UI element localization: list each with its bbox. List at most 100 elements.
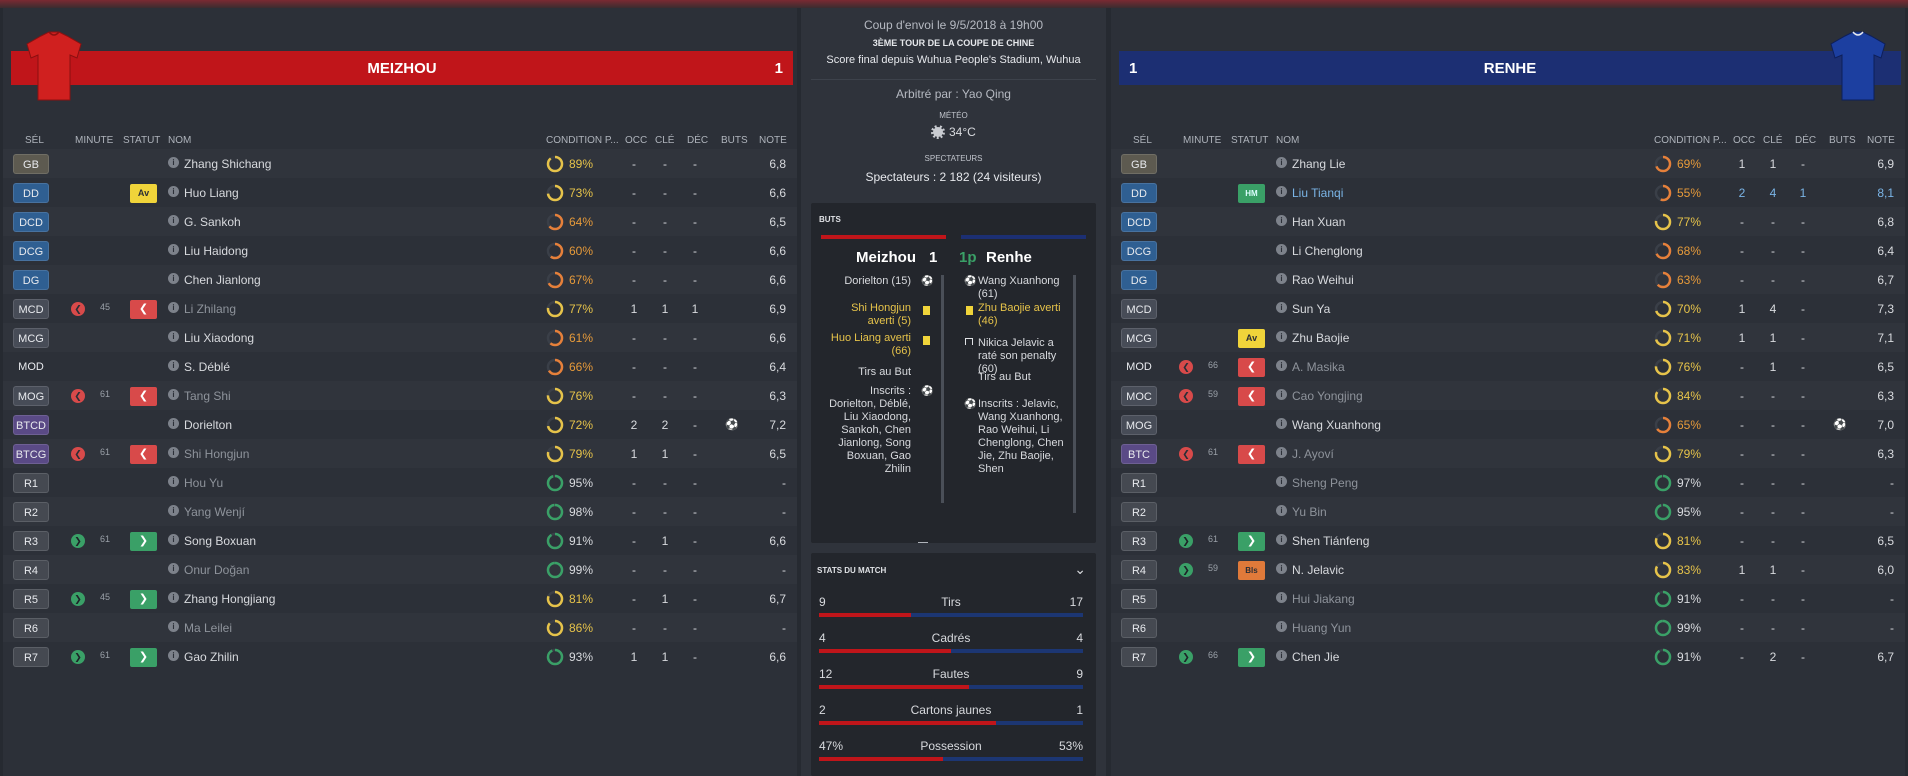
position-badge[interactable]: R6: [13, 618, 49, 638]
player-name[interactable]: Cao Yongjing: [1292, 389, 1363, 403]
position-badge[interactable]: R4: [1121, 560, 1157, 580]
position-badge[interactable]: DD: [1121, 183, 1157, 203]
player-name[interactable]: Hui Jiakang: [1292, 592, 1355, 606]
info-icon[interactable]: i: [168, 621, 179, 632]
info-icon[interactable]: i: [1276, 215, 1287, 226]
table-row[interactable]: R5 i Hui Jiakang 91% - - - -: [1111, 584, 1905, 613]
table-row[interactable]: BTCD i Dorielton 72% 2 2 - ⚽ 7,2: [3, 410, 797, 439]
player-name[interactable]: Huang Yun: [1292, 621, 1352, 635]
player-name[interactable]: Li Chenglong: [1292, 244, 1363, 258]
column-header-8[interactable]: BUTS: [1829, 135, 1856, 146]
column-header-3[interactable]: NOM: [1276, 135, 1300, 146]
player-name[interactable]: A. Masika: [1292, 360, 1345, 374]
position-badge[interactable]: GB: [1121, 154, 1157, 174]
position-badge[interactable]: MCG: [13, 328, 49, 348]
table-row[interactable]: R7 ❯ 66 ❯ i Chen Jie 91% - 2 - 6,7: [1111, 642, 1905, 671]
info-icon[interactable]: i: [168, 650, 179, 661]
info-icon[interactable]: i: [1276, 621, 1287, 632]
info-icon[interactable]: i: [168, 476, 179, 487]
player-name[interactable]: Yu Bin: [1292, 505, 1327, 519]
player-name[interactable]: S. Déblé: [184, 360, 231, 374]
table-row[interactable]: R3 ❯ 61 ❯ i Song Boxuan 91% - 1 - 6,6: [3, 526, 797, 555]
table-row[interactable]: R3 ❯ 61 ❯ i Shen Tiánfeng 81% - - - 6,5: [1111, 526, 1905, 555]
player-name[interactable]: Zhang Shichang: [184, 157, 272, 171]
position-badge[interactable]: MOG: [13, 386, 49, 406]
position-badge[interactable]: BTCG: [13, 444, 49, 464]
table-row[interactable]: R4 i Onur Doğan 99% - - - -: [3, 555, 797, 584]
info-icon[interactable]: i: [168, 563, 179, 574]
table-row[interactable]: DCG i Liu Haidong 60% - - - 6,6: [3, 236, 797, 265]
player-name[interactable]: Sheng Peng: [1292, 476, 1359, 490]
info-icon[interactable]: i: [168, 505, 179, 516]
info-icon[interactable]: i: [1276, 650, 1287, 661]
column-header-0[interactable]: SÉL: [1133, 135, 1152, 146]
table-row[interactable]: R2 i Yu Bin 95% - - - -: [1111, 497, 1905, 526]
column-header-5[interactable]: OCC: [625, 135, 648, 146]
table-row[interactable]: MCG i Liu Xiaodong 61% - - - 6,6: [3, 323, 797, 352]
player-name[interactable]: Song Boxuan: [184, 534, 257, 548]
position-badge[interactable]: BTC: [1121, 444, 1157, 464]
position-badge[interactable]: MOD: [18, 361, 44, 373]
position-badge[interactable]: R5: [1121, 589, 1157, 609]
player-name[interactable]: Zhu Baojie: [1292, 331, 1350, 345]
player-name[interactable]: Onur Doğan: [184, 563, 250, 577]
player-name[interactable]: Rao Weihui: [1292, 273, 1354, 287]
away-team-name[interactable]: RENHE: [1483, 60, 1537, 77]
table-row[interactable]: MOD ❮ 66 ❮ i A. Masika 76% - 1 - 6,5: [1111, 352, 1905, 381]
table-row[interactable]: MOG i Wang Xuanhong 65% - - - ⚽ 7,0: [1111, 410, 1905, 439]
player-name[interactable]: Chen Jianlong: [184, 273, 261, 287]
player-name[interactable]: Shen Tiánfeng: [1292, 534, 1370, 548]
player-name[interactable]: G. Sankoh: [184, 215, 241, 229]
player-name[interactable]: Zhang Hongjiang: [184, 592, 276, 606]
info-icon[interactable]: i: [168, 418, 179, 429]
home-team-name[interactable]: MEIZHOU: [367, 60, 437, 77]
table-row[interactable]: R4 ❯ 59 Bls i N. Jelavic 83% 1 1 - 6,0: [1111, 555, 1905, 584]
table-row[interactable]: MCG Av i Zhu Baojie 71% 1 1 - 7,1: [1111, 323, 1905, 352]
position-badge[interactable]: R1: [1121, 473, 1157, 493]
table-row[interactable]: DD HM i Liu Tianqi 55% 2 4 1 8,1: [1111, 178, 1905, 207]
position-badge[interactable]: MCG: [1121, 328, 1157, 348]
position-badge[interactable]: DG: [1121, 270, 1157, 290]
table-row[interactable]: MOC ❮ 59 ❮ i Cao Yongjing 84% - - - 6,3: [1111, 381, 1905, 410]
position-badge[interactable]: R7: [1121, 647, 1157, 667]
position-badge[interactable]: DCG: [1121, 241, 1157, 261]
position-badge[interactable]: DCD: [1121, 212, 1157, 232]
column-header-1[interactable]: MINUTE: [1183, 135, 1222, 146]
info-icon[interactable]: i: [1276, 447, 1287, 458]
table-row[interactable]: R1 i Sheng Peng 97% - - - -: [1111, 468, 1905, 497]
player-name[interactable]: Liu Tianqi: [1292, 186, 1344, 200]
info-icon[interactable]: i: [1276, 505, 1287, 516]
table-row[interactable]: BTCG ❮ 61 ❮ i Shi Hongjun 79% 1 1 - 6,5: [3, 439, 797, 468]
column-header-9[interactable]: NOTE: [759, 135, 787, 146]
table-row[interactable]: GB i Zhang Lie 69% 1 1 - 6,9: [1111, 149, 1905, 178]
info-icon[interactable]: i: [1276, 389, 1287, 400]
info-icon[interactable]: i: [168, 447, 179, 458]
position-badge[interactable]: DCG: [13, 241, 49, 261]
info-icon[interactable]: i: [1276, 331, 1287, 342]
info-icon[interactable]: i: [1276, 360, 1287, 371]
player-name[interactable]: Yang Wenjí: [184, 505, 245, 519]
table-row[interactable]: DG i Rao Weihui 63% - - - 6,7: [1111, 265, 1905, 294]
position-badge[interactable]: GB: [13, 154, 49, 174]
table-row[interactable]: R2 i Yang Wenjí 98% - - - -: [3, 497, 797, 526]
player-name[interactable]: Dorielton: [184, 418, 233, 432]
player-name[interactable]: Liu Xiaodong: [184, 331, 255, 345]
table-row[interactable]: DD Av i Huo Liang 73% - - - 6,6: [3, 178, 797, 207]
info-icon[interactable]: i: [168, 157, 179, 168]
player-name[interactable]: N. Jelavic: [1292, 563, 1345, 577]
info-icon[interactable]: i: [168, 302, 179, 313]
column-header-7[interactable]: DÉC: [687, 135, 709, 146]
goals-scrollbar-away[interactable]: [1073, 275, 1076, 513]
position-badge[interactable]: MCD: [1121, 299, 1157, 319]
column-header-4[interactable]: CONDITION P...: [546, 135, 619, 146]
player-name[interactable]: Liu Haidong: [184, 244, 249, 258]
info-icon[interactable]: i: [1276, 418, 1287, 429]
table-row[interactable]: MOD i S. Déblé 66% - - - 6,4: [3, 352, 797, 381]
table-row[interactable]: DG i Chen Jianlong 67% - - - 6,6: [3, 265, 797, 294]
info-icon[interactable]: i: [168, 592, 179, 603]
player-name[interactable]: Hou Yu: [184, 476, 224, 490]
player-name[interactable]: J. Ayoví: [1292, 447, 1334, 461]
table-row[interactable]: R6 i Ma Leilei 86% - - - -: [3, 613, 797, 642]
table-row[interactable]: R5 ❯ 45 ❯ i Zhang Hongjiang 81% - 1 - 6,7: [3, 584, 797, 613]
info-icon[interactable]: i: [168, 360, 179, 371]
